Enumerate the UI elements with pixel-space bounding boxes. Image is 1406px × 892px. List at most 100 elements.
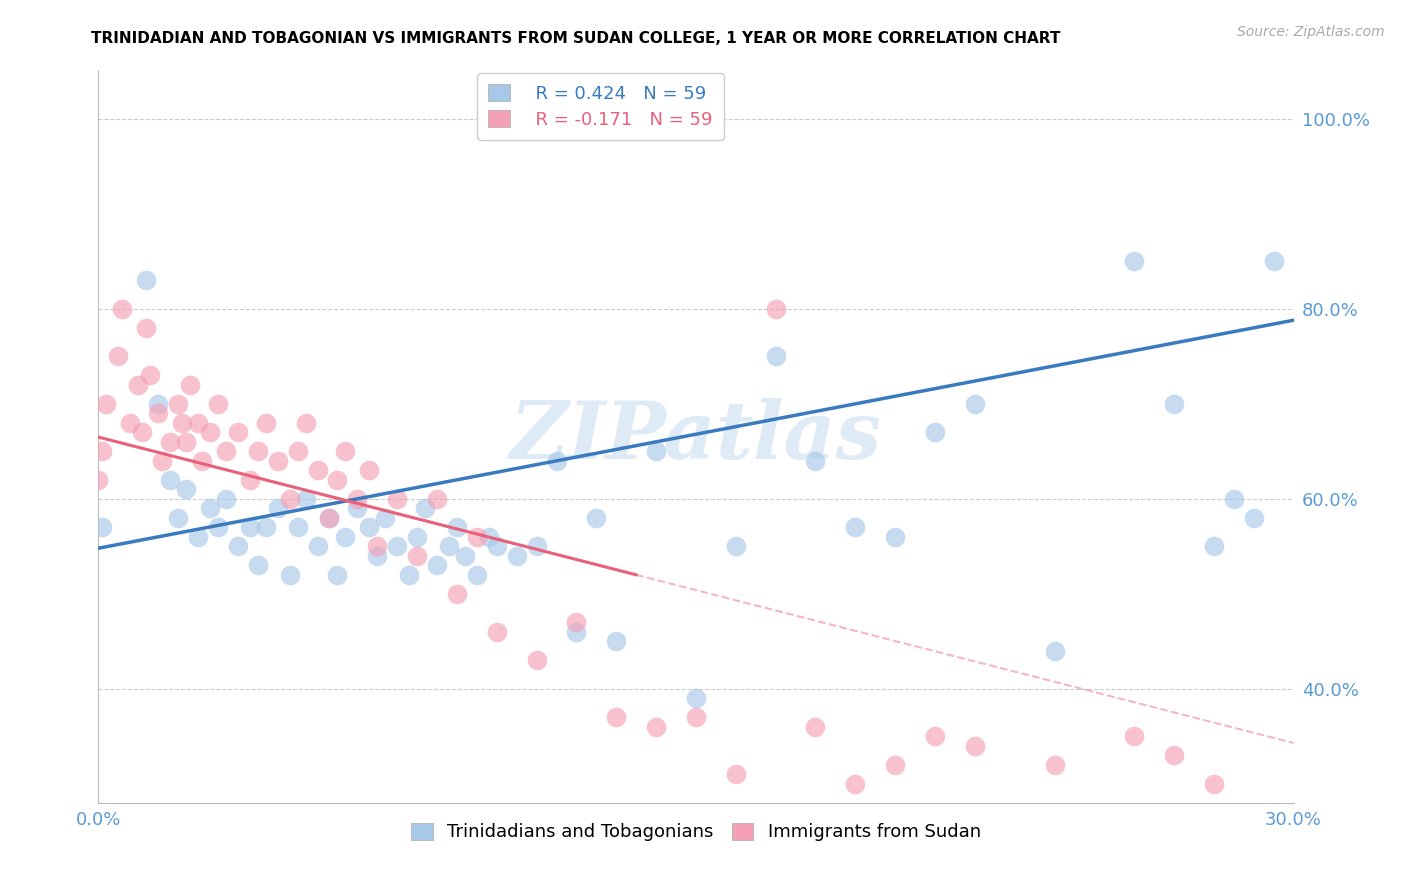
Point	[187, 530, 209, 544]
Point	[526, 539, 548, 553]
Point	[148, 406, 170, 420]
Point	[1243, 511, 1265, 525]
Point	[150, 454, 173, 468]
Point	[294, 491, 316, 506]
Point	[326, 473, 349, 487]
Point	[207, 397, 229, 411]
Point	[131, 425, 153, 440]
Point	[454, 549, 477, 563]
Point	[191, 454, 214, 468]
Point	[765, 349, 787, 363]
Point	[478, 530, 501, 544]
Point	[1202, 777, 1225, 791]
Point	[307, 463, 329, 477]
Point	[239, 520, 262, 534]
Point	[294, 416, 316, 430]
Point	[139, 368, 162, 383]
Point	[804, 454, 827, 468]
Point	[385, 491, 409, 506]
Point	[605, 710, 627, 724]
Point	[127, 377, 149, 392]
Point	[215, 491, 238, 506]
Point	[1123, 254, 1146, 268]
Point	[963, 397, 986, 411]
Point	[111, 301, 134, 316]
Point	[135, 273, 157, 287]
Point	[924, 425, 946, 440]
Point	[844, 520, 866, 534]
Point	[724, 539, 747, 553]
Point	[765, 301, 787, 316]
Point	[645, 444, 668, 458]
Point	[565, 624, 588, 639]
Point	[198, 501, 221, 516]
Point	[406, 549, 429, 563]
Point	[120, 416, 142, 430]
Point	[172, 416, 194, 430]
Point	[198, 425, 221, 440]
Point	[254, 520, 277, 534]
Point	[174, 483, 197, 497]
Point	[1223, 491, 1246, 506]
Point	[96, 397, 118, 411]
Point	[526, 653, 548, 667]
Point	[485, 624, 508, 639]
Point	[685, 691, 707, 706]
Point	[148, 397, 170, 411]
Point	[366, 539, 388, 553]
Point	[465, 567, 488, 582]
Point	[207, 520, 229, 534]
Point	[278, 567, 301, 582]
Point	[398, 567, 420, 582]
Point	[366, 549, 388, 563]
Point	[267, 501, 290, 516]
Point	[437, 539, 460, 553]
Point	[254, 416, 277, 430]
Point	[446, 520, 468, 534]
Point	[446, 587, 468, 601]
Point	[724, 767, 747, 781]
Text: ZIPatlas: ZIPatlas	[510, 399, 882, 475]
Point	[239, 473, 262, 487]
Point	[159, 434, 181, 449]
Point	[318, 511, 340, 525]
Point	[1263, 254, 1285, 268]
Point	[359, 463, 381, 477]
Point	[565, 615, 588, 630]
Point	[1202, 539, 1225, 553]
Point	[91, 444, 114, 458]
Point	[87, 473, 110, 487]
Point	[546, 454, 568, 468]
Point	[226, 425, 249, 440]
Point	[346, 491, 368, 506]
Point	[246, 558, 269, 573]
Legend: Trinidadians and Tobagonians, Immigrants from Sudan: Trinidadians and Tobagonians, Immigrants…	[404, 815, 988, 848]
Point	[307, 539, 329, 553]
Text: Source: ZipAtlas.com: Source: ZipAtlas.com	[1237, 25, 1385, 39]
Point	[359, 520, 381, 534]
Point	[135, 321, 157, 335]
Text: TRINIDADIAN AND TOBAGONIAN VS IMMIGRANTS FROM SUDAN COLLEGE, 1 YEAR OR MORE CORR: TRINIDADIAN AND TOBAGONIAN VS IMMIGRANTS…	[91, 31, 1060, 46]
Point	[187, 416, 209, 430]
Point	[335, 444, 357, 458]
Point	[167, 511, 190, 525]
Point	[465, 530, 488, 544]
Point	[406, 530, 429, 544]
Point	[645, 720, 668, 734]
Point	[287, 520, 309, 534]
Point	[267, 454, 290, 468]
Point	[1043, 644, 1066, 658]
Point	[278, 491, 301, 506]
Point	[159, 473, 181, 487]
Point	[374, 511, 396, 525]
Point	[226, 539, 249, 553]
Point	[1163, 397, 1185, 411]
Point	[174, 434, 197, 449]
Point	[346, 501, 368, 516]
Point	[506, 549, 529, 563]
Point	[179, 377, 201, 392]
Point	[326, 567, 349, 582]
Point	[318, 511, 340, 525]
Point	[215, 444, 238, 458]
Point	[246, 444, 269, 458]
